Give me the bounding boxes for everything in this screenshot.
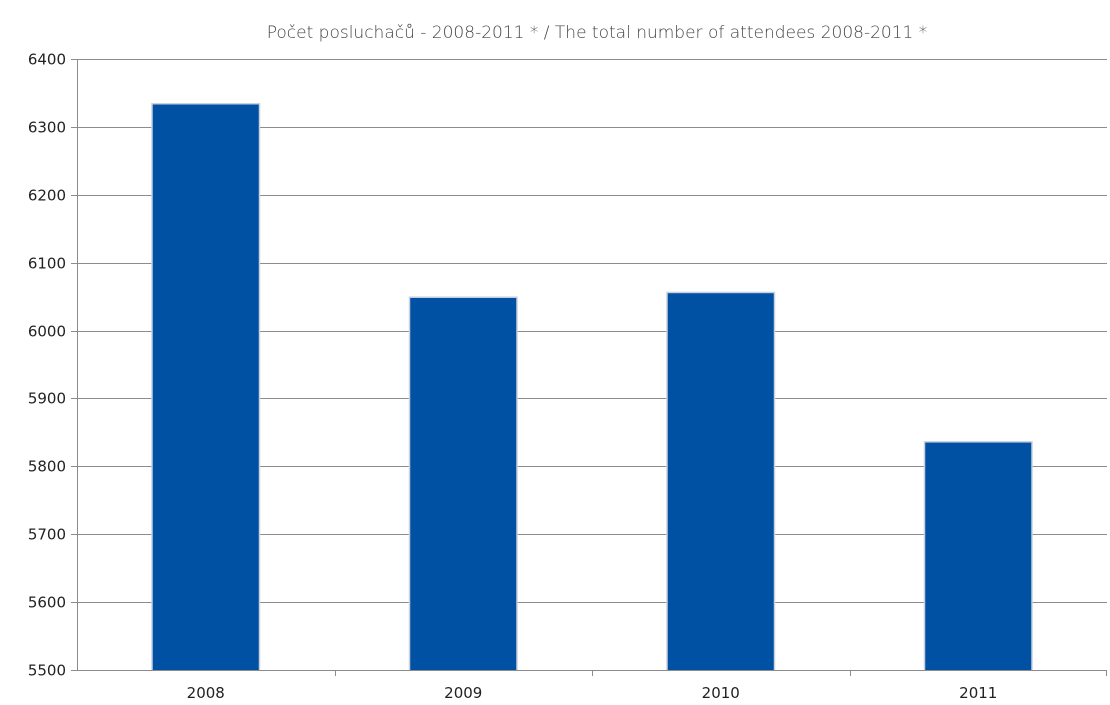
x-tick-labels: 2008 2009 2010 2011 — [187, 684, 998, 702]
y-tick-label: 6200 — [28, 187, 66, 205]
y-tick-label: 6000 — [28, 323, 66, 341]
x-tick-label: 2010 — [702, 684, 740, 702]
bar — [667, 293, 774, 670]
y-tick-label: 5800 — [28, 458, 66, 476]
x-tick-label: 2009 — [444, 684, 482, 702]
y-tick-label: 5700 — [28, 526, 66, 544]
bars — [151, 102, 1033, 671]
y-tick-label: 5500 — [28, 662, 66, 680]
x-tick-label: 2011 — [959, 684, 997, 702]
y-tick-label: 5600 — [28, 594, 66, 612]
chart-title: Počet posluchačů - 2008-2011 * / The tot… — [267, 23, 928, 43]
y-tick-label: 6400 — [28, 51, 66, 69]
axes — [71, 59, 1107, 676]
y-tick-labels: 5500 5600 5700 5800 5900 6000 6100 6200 6300 6400 — [28, 51, 66, 680]
bar — [152, 104, 259, 671]
bar — [925, 442, 1032, 670]
y-tick-label: 5900 — [28, 390, 66, 408]
y-tick-label: 6100 — [28, 255, 66, 273]
bar — [410, 297, 517, 670]
y-tick-label: 6300 — [28, 119, 66, 137]
x-tick-label: 2008 — [187, 684, 225, 702]
